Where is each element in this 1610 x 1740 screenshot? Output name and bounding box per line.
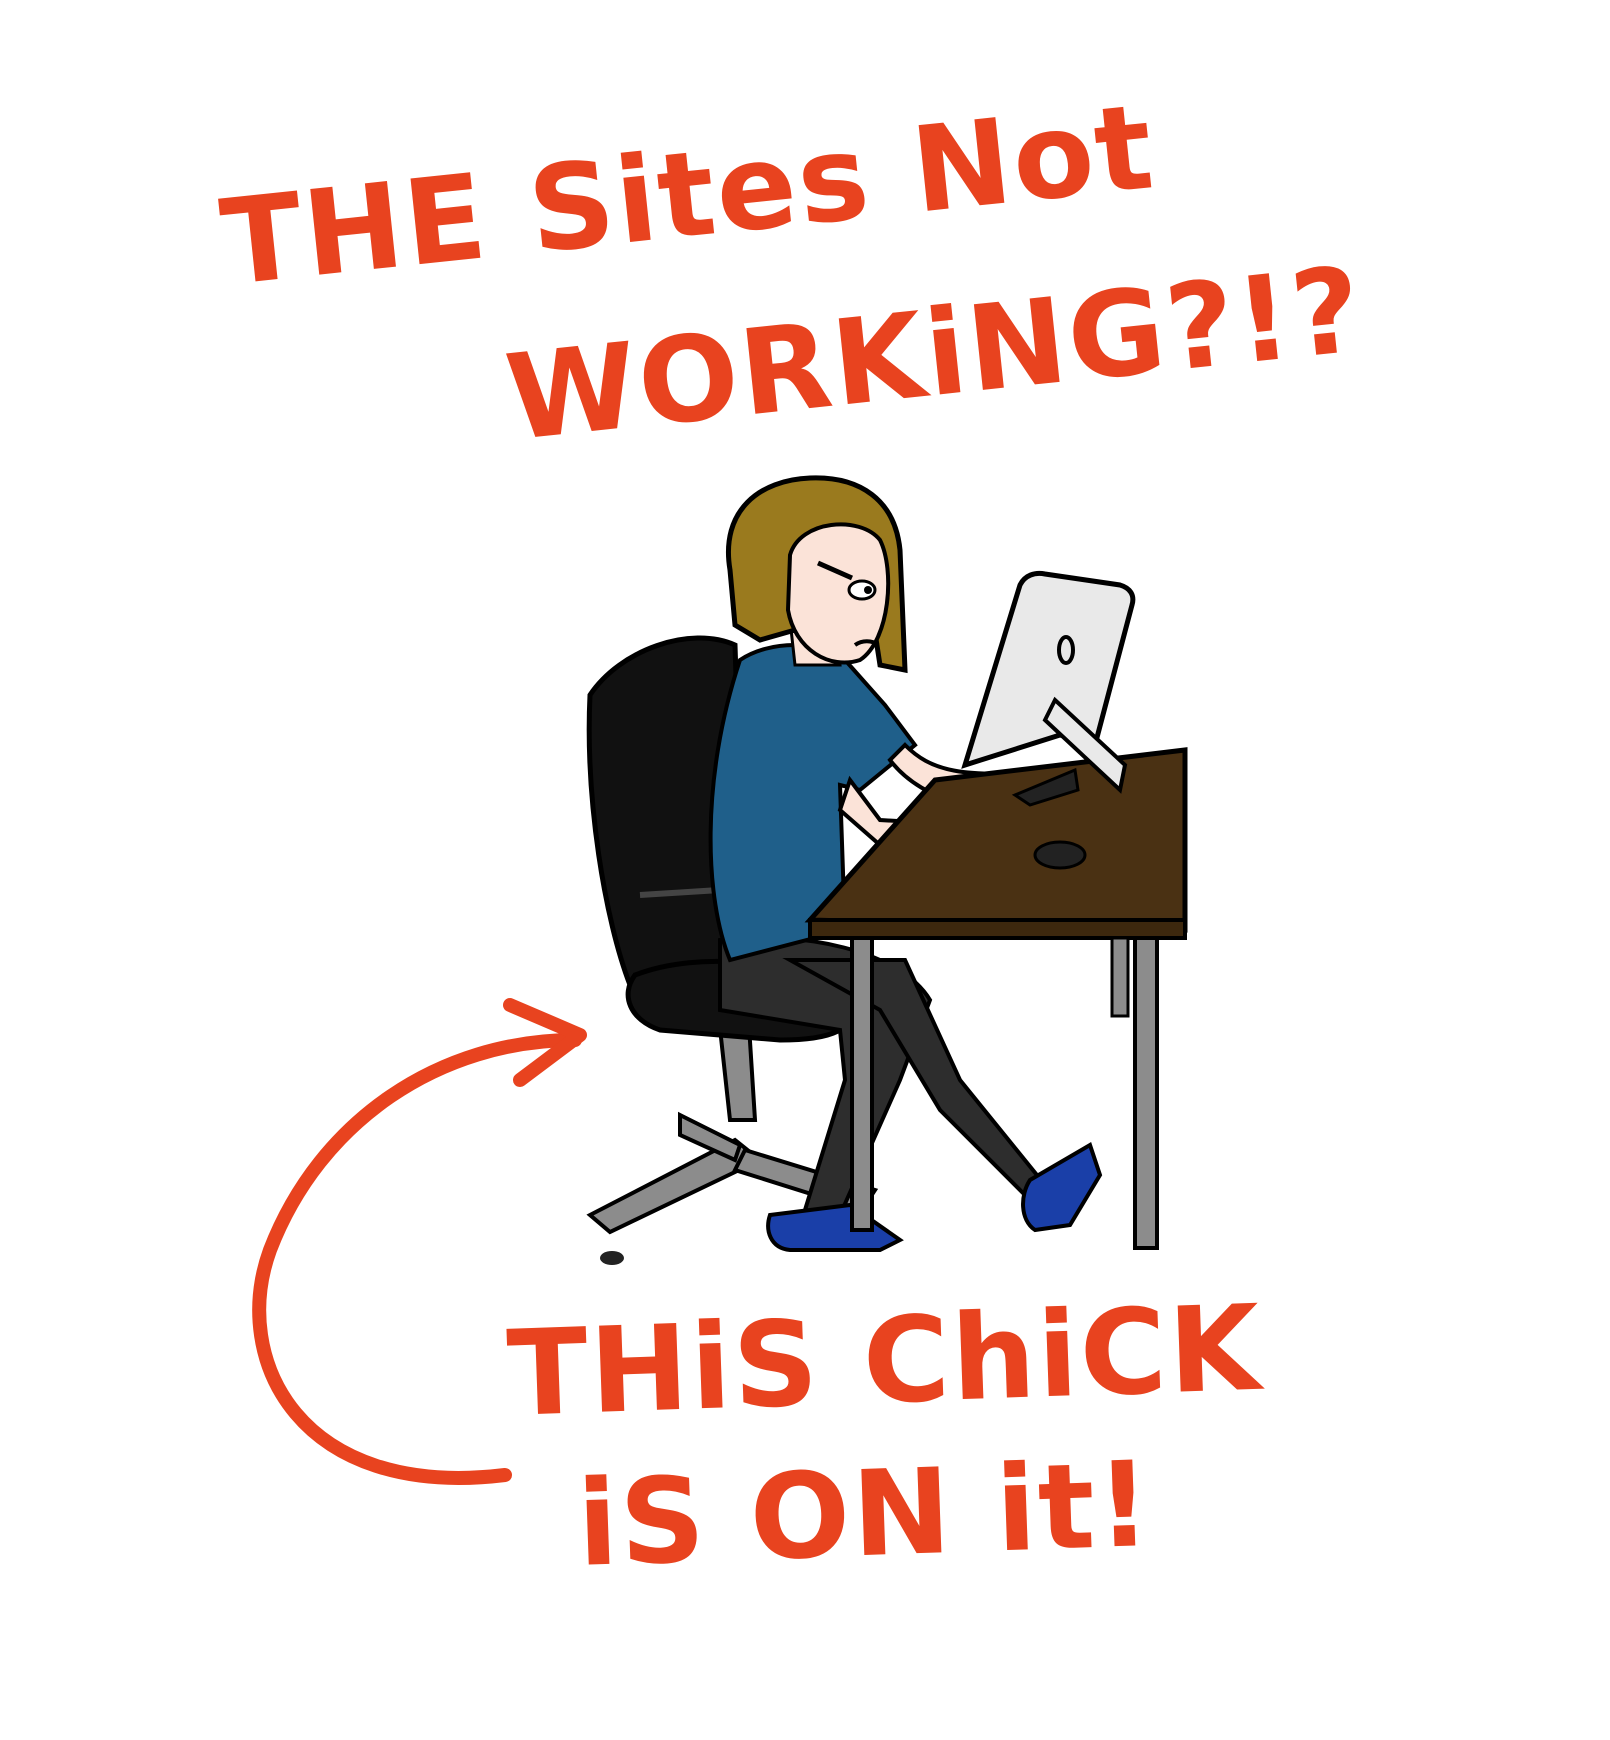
curved-arrow-icon — [252, 998, 587, 1485]
monitor-icon — [961, 570, 1136, 794]
caption-line-2: iS ON it! — [575, 1434, 1155, 1593]
desk-icon — [804, 747, 1188, 1250]
caption-line-1: THiS ChiCK — [505, 1278, 1265, 1443]
